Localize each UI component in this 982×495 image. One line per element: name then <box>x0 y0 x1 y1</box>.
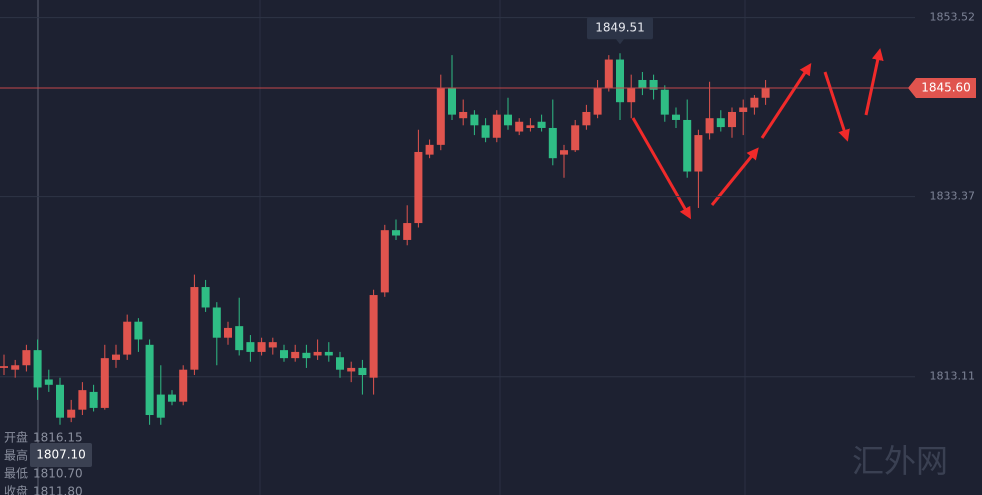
candle-body <box>67 409 76 418</box>
candle-body <box>761 87 770 98</box>
candle-body <box>0 366 8 368</box>
candle-body <box>593 87 602 115</box>
candle-body <box>78 390 87 410</box>
candle-body <box>100 358 109 408</box>
candle-body <box>660 89 669 115</box>
candle-body <box>436 87 445 145</box>
candle-body <box>145 344 154 416</box>
candle-body <box>33 350 42 388</box>
info-label: 最低 <box>4 467 28 481</box>
crosshair-price-label: 1807.10 <box>36 448 86 462</box>
y-tick-label: 1853.52 <box>930 11 976 24</box>
candle-body <box>369 295 378 378</box>
candle-body <box>750 97 759 108</box>
candle-body <box>627 87 636 103</box>
candle-body <box>11 365 20 370</box>
candle-body <box>190 287 199 370</box>
high-marker-label: 1849.51 <box>595 21 645 35</box>
watermark: 汇外网 <box>852 442 948 480</box>
candle-body <box>302 352 311 359</box>
candle-body <box>235 326 244 351</box>
candle-body <box>604 59 613 88</box>
candle-body <box>212 307 221 338</box>
candle-body <box>694 135 703 172</box>
candle-body <box>728 111 736 128</box>
candle-body <box>616 59 624 103</box>
last-price-tag <box>908 77 976 98</box>
candle-body <box>470 114 479 126</box>
candle-body <box>392 230 400 236</box>
candle-body <box>638 79 647 88</box>
candle-body <box>560 150 568 155</box>
candle-body <box>257 342 266 352</box>
candle-body <box>336 357 344 370</box>
high-marker-pointer <box>616 39 624 45</box>
candle-body <box>134 321 143 340</box>
candle-body <box>672 114 680 120</box>
candle-body <box>123 321 132 355</box>
candle-body <box>280 350 288 359</box>
info-label: 收盘 <box>4 484 28 495</box>
candle-body <box>683 119 692 172</box>
candle-body <box>44 379 53 385</box>
info-label: 最高 <box>4 448 28 463</box>
candle-body <box>268 342 277 348</box>
candle-body <box>324 351 333 356</box>
info-value: 1816.15 <box>33 431 83 445</box>
candle-body <box>112 354 120 360</box>
candle-body <box>246 342 255 352</box>
y-tick-label: 1833.37 <box>930 190 976 203</box>
candle-body <box>492 114 501 138</box>
candle-body <box>156 394 165 418</box>
candle-body <box>89 391 98 408</box>
candle-body <box>649 79 658 90</box>
candle-body <box>448 87 456 115</box>
candle-body <box>347 367 356 372</box>
candle-body <box>179 369 188 402</box>
high-marker-box <box>587 17 653 40</box>
candle-body <box>537 121 546 128</box>
candle-body <box>716 118 725 128</box>
candle-body <box>504 114 512 126</box>
candles <box>0 53 770 425</box>
candle-body <box>313 351 322 356</box>
info-value: 1810.70 <box>33 467 83 481</box>
candle-body <box>459 111 468 119</box>
candle-body <box>705 118 714 134</box>
candle-body <box>358 367 367 376</box>
candle-body <box>201 287 210 308</box>
vertical-grid <box>259 0 746 495</box>
candle-body <box>481 125 490 138</box>
last-price-label: 1845.60 <box>921 80 971 94</box>
candle-body <box>291 351 300 359</box>
info-value: 1811.80 <box>33 485 83 495</box>
candle-body <box>548 127 557 159</box>
candle-body <box>22 350 31 366</box>
info-label: 开盘 <box>4 430 28 445</box>
candle-body <box>425 144 434 155</box>
candle-body <box>403 223 412 240</box>
candle-body <box>582 111 591 126</box>
candle-body <box>571 125 580 151</box>
y-tick-label: 1813.11 <box>930 370 976 383</box>
candle-body <box>414 151 423 224</box>
candle-body <box>739 107 748 112</box>
candle-body <box>515 121 524 132</box>
candle-body <box>380 230 389 293</box>
candle-body <box>168 394 176 402</box>
annotation-arrows <box>631 48 884 220</box>
candle-body <box>526 125 535 128</box>
candle-body <box>224 327 232 338</box>
candle-body <box>56 384 64 418</box>
crosshair-price-box <box>30 443 92 467</box>
